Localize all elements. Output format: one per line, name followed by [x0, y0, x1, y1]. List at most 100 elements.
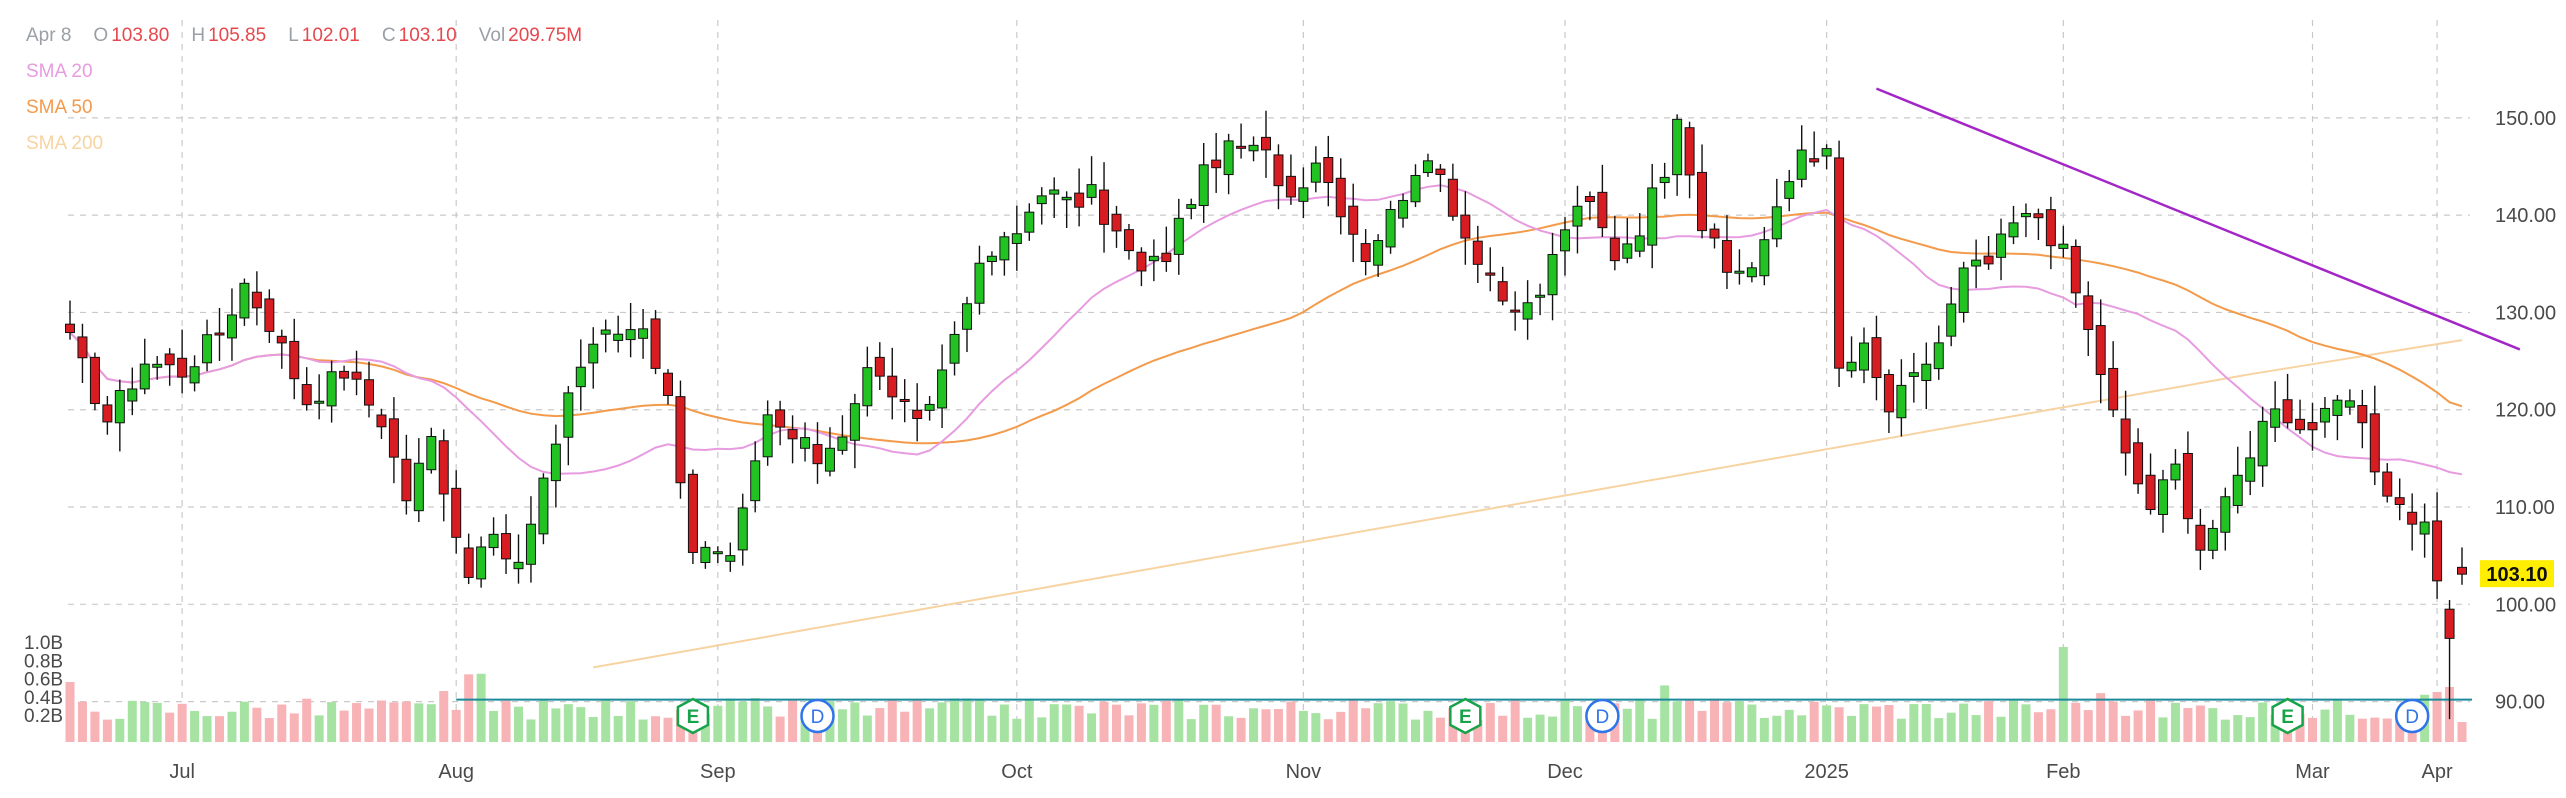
candle — [2407, 493, 2418, 551]
candle — [364, 361, 374, 418]
volume-bar — [514, 706, 523, 742]
volume-bar — [1099, 701, 1109, 742]
volume-bar — [1572, 706, 1582, 742]
volume-bar — [1124, 715, 1134, 742]
candle — [912, 383, 923, 442]
volume-bar — [339, 710, 349, 742]
candle — [177, 329, 188, 394]
volume-bar — [538, 698, 548, 742]
candle — [2083, 281, 2094, 356]
volume-bar — [1834, 707, 1844, 742]
volume-bar — [1236, 717, 1246, 742]
candle — [1422, 153, 1433, 177]
volume-bar — [588, 716, 598, 742]
sma-50-label[interactable]: SMA 50 — [26, 97, 93, 118]
volume-bar — [414, 703, 424, 742]
candle — [1099, 162, 1110, 253]
readout-open: O 103.80 — [93, 25, 170, 46]
candle — [1173, 198, 1184, 275]
candle — [488, 517, 499, 556]
candle — [1198, 143, 1209, 223]
volume-bar — [1884, 705, 1894, 742]
volume-bar — [1747, 704, 1757, 742]
volume-bar — [2195, 705, 2205, 742]
candle — [127, 367, 138, 416]
volume-bar — [1710, 698, 1719, 742]
candle — [687, 469, 698, 565]
sma-200-label[interactable]: SMA 200 — [26, 133, 104, 154]
candle — [1634, 213, 1645, 258]
volume-bar — [613, 715, 623, 742]
volume-bar — [1012, 718, 1022, 742]
volume-bar — [1560, 698, 1570, 742]
volume-bar — [1896, 718, 1906, 742]
volume-bar — [1224, 716, 1234, 742]
candle — [2307, 402, 2318, 451]
volume-bar — [1261, 709, 1271, 742]
volume-bar — [2083, 710, 2093, 742]
x-tick-label: 2025 — [1804, 761, 1849, 783]
volume-tick-label: 1.0B — [24, 633, 63, 654]
volume-bar — [1311, 713, 1321, 742]
volume-bar — [1822, 705, 1832, 742]
candle — [712, 546, 723, 564]
volume-bar — [1024, 698, 1034, 742]
candle — [2419, 503, 2430, 558]
volume-bar — [202, 716, 212, 742]
x-tick-label: Jul — [169, 761, 195, 783]
candle — [2332, 394, 2343, 441]
candle — [339, 365, 350, 391]
candle — [675, 380, 686, 499]
candle — [513, 534, 524, 584]
candle — [1223, 133, 1234, 195]
candle — [2045, 196, 2056, 270]
candle — [2382, 463, 2393, 503]
candle — [625, 302, 636, 358]
volume-bar — [1660, 685, 1670, 742]
candle — [2432, 492, 2443, 599]
x-tick-label: Nov — [1286, 761, 1322, 783]
chart-overlays — [456, 87, 2521, 701]
candle — [2357, 389, 2368, 449]
price-candles[interactable] — [65, 110, 2467, 720]
volume-bar — [2146, 698, 2156, 742]
current-price-badge: 103.10 — [2480, 560, 2554, 588]
candle — [1709, 223, 1720, 249]
volume-bar — [1373, 703, 1383, 742]
candle — [1285, 154, 1296, 205]
volume-bar — [177, 703, 187, 742]
candle — [1211, 132, 1222, 193]
volume-bar — [1348, 698, 1358, 742]
candle — [451, 470, 462, 554]
candle — [2170, 449, 2181, 490]
candle — [401, 434, 412, 515]
volume-bar — [1323, 719, 1333, 742]
candle — [1074, 168, 1085, 227]
volume-bar — [489, 710, 499, 742]
candle — [1921, 342, 1932, 410]
candle — [1310, 146, 1321, 193]
candle — [1011, 205, 1022, 271]
volume-bar — [999, 704, 1009, 742]
volume-bar — [1149, 704, 1159, 742]
volume-bar — [1685, 699, 1695, 742]
y-tick-label: 120.00 — [2495, 400, 2556, 422]
volume-bar — [2457, 722, 2467, 742]
x-tick-label: Sep — [700, 761, 736, 783]
y-tick-label: 130.00 — [2495, 302, 2556, 324]
volume-bar — [1772, 715, 1782, 742]
volume-bar — [1847, 715, 1857, 742]
candle — [2245, 430, 2256, 496]
volume-bar — [651, 716, 661, 742]
sma-20-label[interactable]: SMA 20 — [26, 61, 93, 82]
volume-bar — [1959, 703, 1969, 742]
volume-bar — [2233, 715, 2243, 742]
candle — [2033, 208, 2044, 241]
volume-bar — [2021, 704, 2031, 742]
candle — [2133, 428, 2144, 494]
candle — [1958, 261, 1969, 323]
volume-bar — [401, 701, 411, 742]
volume-bar — [352, 703, 362, 742]
